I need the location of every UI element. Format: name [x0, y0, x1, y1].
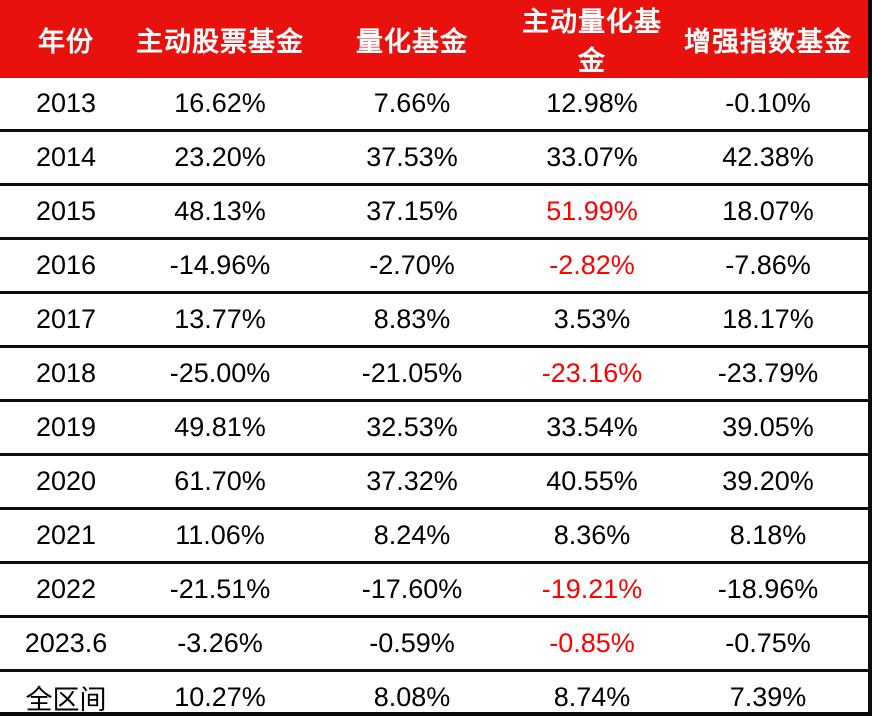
year-cell: 2015	[0, 184, 132, 240]
year-cell: 2022	[0, 562, 132, 618]
year-cell: 2021	[0, 508, 132, 564]
header-row: 年份 主动股票基金 量化基金 主动量化基金 增强指数基金	[0, 0, 868, 78]
year-cell: 2013	[0, 78, 132, 132]
year-cell: 全区间	[0, 670, 132, 712]
table-row: 2018 -25.00% -21.05% -23.16% -23.79%	[0, 346, 868, 402]
return-value-cell: 37.32%	[308, 454, 516, 510]
return-value-cell: 49.81%	[132, 400, 308, 456]
return-value-cell: 8.74%	[516, 670, 668, 712]
return-value-cell: 33.07%	[516, 130, 668, 186]
return-value-cell: -2.70%	[308, 238, 516, 294]
table-row: 2022 -21.51% -17.60% -19.21% -18.96%	[0, 562, 868, 618]
return-value-cell: 37.15%	[308, 184, 516, 240]
return-value-cell: -0.75%	[668, 616, 868, 672]
year-cell: 2019	[0, 400, 132, 456]
fund-column-header: 主动量化基金	[516, 0, 668, 78]
return-value-cell: 39.05%	[668, 400, 868, 456]
return-value-cell: 11.06%	[132, 508, 308, 564]
table-row: 2019 49.81% 32.53% 33.54% 39.05%	[0, 400, 868, 456]
table-row: 2016 -14.96% -2.70% -2.82% -7.86%	[0, 238, 868, 294]
return-value-cell: -18.96%	[668, 562, 868, 618]
return-value-cell: 18.07%	[668, 184, 868, 240]
return-value-cell: 40.55%	[516, 454, 668, 510]
return-value-cell: 61.70%	[132, 454, 308, 510]
return-value-cell: 48.13%	[132, 184, 308, 240]
year-cell: 2016	[0, 238, 132, 294]
return-value-cell: -0.10%	[668, 78, 868, 132]
table-row: 2023.6 -3.26% -0.59% -0.85% -0.75%	[0, 616, 868, 672]
return-value-cell: -2.82%	[516, 238, 668, 294]
return-value-cell: -14.96%	[132, 238, 308, 294]
return-value-cell: 39.20%	[668, 454, 868, 510]
return-value-cell: 8.24%	[308, 508, 516, 564]
return-value-cell: -21.05%	[308, 346, 516, 402]
return-value-cell: 12.98%	[516, 78, 668, 132]
return-value-cell: -25.00%	[132, 346, 308, 402]
table-row: 2014 23.20% 37.53% 33.07% 42.38%	[0, 130, 868, 186]
fund-column-header: 主动股票基金	[132, 0, 308, 78]
return-value-cell: -19.21%	[516, 562, 668, 618]
return-value-cell: -7.86%	[668, 238, 868, 294]
table-row: 2021 11.06% 8.24% 8.36% 8.18%	[0, 508, 868, 564]
return-value-cell: 10.27%	[132, 670, 308, 712]
return-value-cell: 7.66%	[308, 78, 516, 132]
year-cell: 2023.6	[0, 616, 132, 672]
return-value-cell: -0.59%	[308, 616, 516, 672]
table-row: 全区间 10.27% 8.08% 8.74% 7.39%	[0, 670, 868, 712]
year-cell: 2018	[0, 346, 132, 402]
table-body: 2013 16.62% 7.66% 12.98% -0.10% 2014 23.20% 37.…	[0, 78, 868, 712]
table-row: 2017 13.77% 8.83% 3.53% 18.17%	[0, 292, 868, 348]
fund-column-header: 增强指数基金	[668, 0, 868, 78]
year-column-header: 年份	[0, 0, 132, 78]
return-value-cell: 23.20%	[132, 130, 308, 186]
return-value-cell: 33.54%	[516, 400, 668, 456]
return-value-cell: -0.85%	[516, 616, 668, 672]
return-value-cell: -17.60%	[308, 562, 516, 618]
table-row: 2013 16.62% 7.66% 12.98% -0.10%	[0, 78, 868, 132]
return-value-cell: 8.08%	[308, 670, 516, 712]
return-value-cell: 42.38%	[668, 130, 868, 186]
return-value-cell: -23.16%	[516, 346, 668, 402]
return-value-cell: 51.99%	[516, 184, 668, 240]
return-value-cell: 32.53%	[308, 400, 516, 456]
return-value-cell: 13.77%	[132, 292, 308, 348]
year-cell: 2014	[0, 130, 132, 186]
return-value-cell: 18.17%	[668, 292, 868, 348]
return-value-cell: -21.51%	[132, 562, 308, 618]
return-value-cell: 8.83%	[308, 292, 516, 348]
table-header: 年份 主动股票基金 量化基金 主动量化基金 增强指数基金	[0, 0, 868, 78]
return-value-cell: 16.62%	[132, 78, 308, 132]
return-value-cell: -3.26%	[132, 616, 308, 672]
year-cell: 2020	[0, 454, 132, 510]
year-cell: 2017	[0, 292, 132, 348]
return-value-cell: 8.36%	[516, 508, 668, 564]
return-value-cell: 37.53%	[308, 130, 516, 186]
return-value-cell: 3.53%	[516, 292, 668, 348]
return-value-cell: 8.18%	[668, 508, 868, 564]
fund-column-header: 量化基金	[308, 0, 516, 78]
table-row: 2015 48.13% 37.15% 51.99% 18.07%	[0, 184, 868, 240]
table-row: 2020 61.70% 37.32% 40.55% 39.20%	[0, 454, 868, 510]
return-value-cell: -23.79%	[668, 346, 868, 402]
return-value-cell: 7.39%	[668, 670, 868, 712]
